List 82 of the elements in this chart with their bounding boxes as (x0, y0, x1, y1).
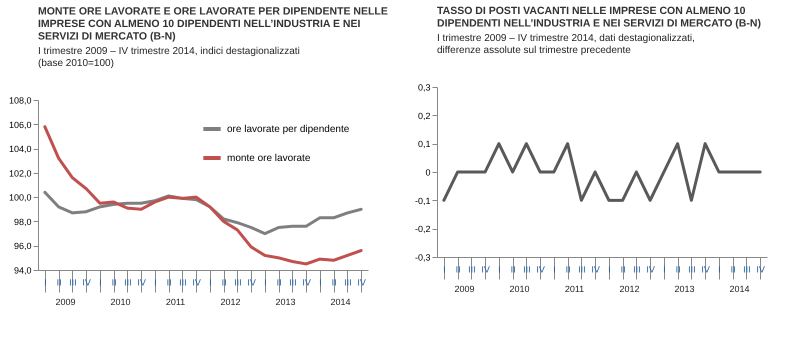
chart-title: TASSO DI POSTI VACANTI NELLE IMPRESE CON ALMENO 10 DIPENDENTI NELL’INDUSTRIA E NEI SERVIZI DI MERCATO (B-N) (437, 5, 761, 30)
chart-title: MONTE ORE LAVORATE E ORE LAVORATE PER DIPENDENTE NELLE IMPRESE CON ALMENO 10 DIPENDENTI NELL’INDUSTRIA E NEI SERVIZI DI MERCATO (B-N) (38, 6, 388, 42)
x-tick-label: I (718, 264, 721, 274)
x-tick-label: III (179, 278, 187, 288)
x-tick-label: IV (82, 278, 91, 288)
x-tick-label: I (264, 278, 267, 288)
y-tick-label: 0,2 (418, 110, 430, 121)
text: 2012 (220, 297, 241, 307)
x-tick-label: III (743, 264, 751, 274)
x-tick-label: I (553, 264, 556, 274)
x-tick-label: III (633, 264, 641, 274)
text: 2011 (166, 297, 186, 307)
y-tick-label: -0,3 (414, 252, 430, 262)
y-tick-label: 104,0 (8, 144, 32, 154)
x-tick-label: I (608, 264, 611, 274)
x-tick-label: III (468, 264, 476, 274)
x-tick-label: IV (591, 264, 600, 274)
y-tick-label: 100,0 (8, 192, 32, 203)
text: 2013 (674, 284, 695, 294)
x-tick-label: III (124, 278, 132, 288)
y-tick-label: 96,0 (14, 241, 32, 252)
x-tick-label: IV (646, 264, 655, 274)
x-tick-label: I (663, 264, 666, 274)
y-tick-label: 0,1 (418, 139, 430, 150)
text: 2014 (330, 297, 351, 307)
x-tick-label: IV (302, 278, 311, 288)
x-tick-label: II (730, 264, 736, 274)
y-tick-label: 94,0 (14, 266, 32, 276)
x-tick-label: III (289, 278, 297, 288)
x-tick-label: I (44, 278, 47, 288)
x-tick-label: II (222, 278, 227, 288)
chart-subtitle: I trimestre 2009 – IV trimestre 2014, indici destagionalizzati (base 2010=100) (38, 46, 300, 69)
x-tick-label: II (56, 278, 62, 288)
x-tick-label: II (332, 278, 337, 288)
text: 2012 (619, 284, 640, 294)
x-tick-label: III (234, 278, 242, 288)
y-tick-label: -0,1 (414, 196, 430, 206)
x-tick-label: IV (247, 278, 256, 288)
y-tick-label: 102,0 (8, 168, 32, 178)
x-tick-label: I (209, 278, 212, 288)
legend-label: monte ore lavorate (227, 153, 311, 164)
text: 2009 (55, 297, 76, 307)
y-tick-label: 108,0 (8, 96, 32, 106)
x-tick-label: II (676, 264, 681, 274)
legend-label: ore lavorate per dipendente (227, 124, 350, 135)
x-tick-label: III (344, 278, 352, 288)
x-tick-label: IV (701, 264, 710, 274)
y-tick-label: 98,0 (14, 216, 32, 227)
text: 2010 (110, 297, 131, 307)
x-tick-label: II (620, 264, 626, 274)
x-tick-label: IV (192, 278, 201, 288)
y-tick-label: 106,0 (8, 120, 32, 130)
text: 2010 (509, 284, 530, 294)
text: 2011 (564, 284, 584, 294)
x-tick-label: III (688, 264, 696, 274)
x-tick-label: II (510, 264, 516, 274)
text: 2013 (275, 297, 296, 307)
line-series (43, 125, 363, 266)
y-tick-label: 0 (425, 168, 430, 178)
x-tick-label: III (523, 264, 531, 274)
x-tick-label: I (443, 264, 446, 274)
x-tick-label: II (456, 264, 461, 274)
x-tick-label: I (154, 278, 157, 288)
text: 2009 (454, 284, 475, 294)
x-tick-label: III (578, 264, 586, 274)
chart-subtitle: I trimestre 2009 – IV trimestre 2014, dati destagionalizzati, differenze assolute sul trimestre precedente (437, 33, 695, 56)
text: 2014 (729, 284, 750, 294)
x-tick-label: II (112, 278, 117, 288)
x-tick-label: IV (536, 264, 545, 274)
x-tick-label: I (99, 278, 102, 288)
y-tick-label: 0,3 (418, 82, 430, 92)
x-tick-label: I (498, 264, 501, 274)
y-tick-label: -0,2 (414, 224, 430, 234)
x-tick-label: II (166, 278, 172, 288)
x-tick-label: IV (357, 278, 366, 288)
x-tick-label: IV (137, 278, 146, 288)
x-tick-label: III (69, 278, 77, 288)
x-tick-label: IV (756, 264, 765, 274)
x-tick-label: II (566, 264, 571, 274)
x-tick-label: II (276, 278, 282, 288)
x-tick-label: IV (481, 264, 490, 274)
x-tick-label: I (319, 278, 322, 288)
